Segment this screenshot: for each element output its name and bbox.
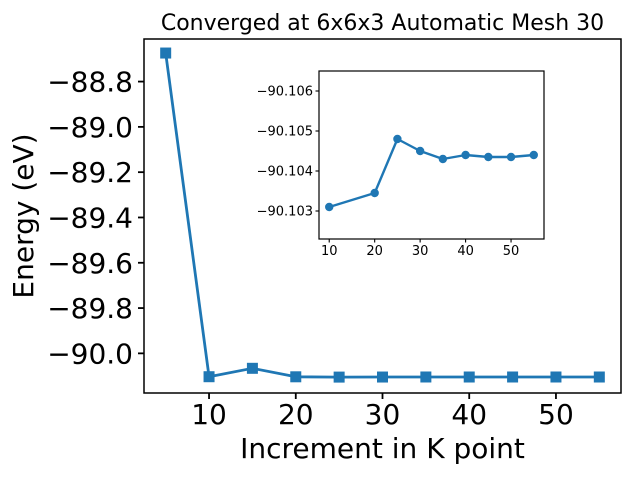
series-line <box>328 137 535 209</box>
data-point-marker <box>333 371 345 383</box>
x-axis-label: Increment in K point <box>240 432 525 465</box>
y-tick-label: −90.105 <box>257 125 313 140</box>
data-point-marker <box>550 371 562 383</box>
x-tick-label: 50 <box>503 244 520 259</box>
main-plot: 10 20 30 40 50 −88.8 −89.0 −89.2 −89.4 −89.6 −89.8… <box>47 38 622 431</box>
data-point-marker <box>593 371 605 383</box>
x-tick-label: 20 <box>366 244 383 259</box>
y-tick-label: −90.106 <box>257 85 313 100</box>
x-tick-label: 40 <box>451 398 487 431</box>
data-point-marker <box>463 371 475 383</box>
data-point-marker <box>393 134 402 144</box>
axes-frame <box>143 38 622 394</box>
y-tick-label: −90.0 <box>47 337 133 370</box>
data-point-marker <box>246 362 258 374</box>
inset-plot: 10 20 30 40 50 −90.106 −90.105 −90.104 −90.103 <box>257 70 545 259</box>
data-point-marker <box>529 150 538 160</box>
data-point-marker <box>203 371 215 383</box>
data-point-marker <box>507 371 519 383</box>
data-point-marker <box>370 188 379 198</box>
data-point-marker <box>506 152 516 162</box>
axes-frame <box>318 70 545 240</box>
x-tick-label: 20 <box>278 398 314 431</box>
data-point-marker <box>325 202 334 212</box>
data-point-marker <box>377 371 388 383</box>
x-tick-label: 10 <box>191 398 227 431</box>
y-tick-label: −90.103 <box>257 205 313 220</box>
data-point-marker <box>420 371 432 383</box>
x-tick-label: 30 <box>412 244 429 259</box>
y-tick-label: −90.104 <box>257 165 313 180</box>
data-point-marker <box>415 146 425 156</box>
y-tick-label: −89.2 <box>47 156 133 189</box>
y-tick-label: −89.4 <box>47 201 133 234</box>
y-tick-label: −89.6 <box>47 247 133 280</box>
data-point-marker <box>438 154 448 164</box>
x-tick-label: 10 <box>321 244 338 259</box>
y-tick-label: −89.0 <box>47 111 133 144</box>
y-axis-label: Energy (eV) <box>7 133 40 298</box>
data-point-marker <box>160 47 172 59</box>
data-point-marker <box>461 150 470 160</box>
y-tick-label: −89.8 <box>47 292 133 325</box>
x-tick-label: 50 <box>538 398 574 431</box>
y-tick-label: −88.8 <box>47 66 133 99</box>
x-tick-label: 40 <box>457 244 474 259</box>
series-line <box>164 51 601 379</box>
chart-title: Converged at 6x6x3 Automatic Mesh 30 <box>161 11 604 36</box>
data-point-marker <box>290 371 302 383</box>
data-point-marker <box>484 152 493 162</box>
x-tick-label: 30 <box>365 398 401 431</box>
